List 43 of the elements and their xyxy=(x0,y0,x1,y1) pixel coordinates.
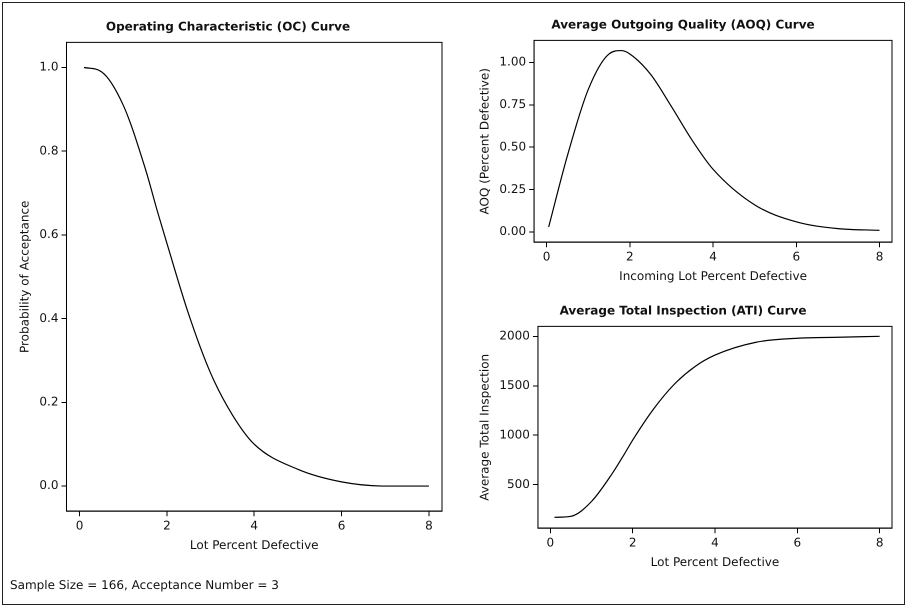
x-axis-title: Lot Percent Defective xyxy=(190,538,319,552)
chart-title: Operating Characteristic (OC) Curve xyxy=(106,19,350,34)
x-tick-label: 4 xyxy=(709,250,717,264)
y-tick-label: 500 xyxy=(507,476,530,491)
x-tick-label: 2 xyxy=(626,250,634,264)
y-tick-label: 0.8 xyxy=(39,143,58,158)
x-tick-label: 2 xyxy=(163,518,171,533)
y-tick-label: 0.4 xyxy=(39,310,58,325)
line-series xyxy=(554,336,880,518)
y-tick-label: 0.50 xyxy=(499,139,526,154)
y-tick-label: 0.2 xyxy=(39,394,58,408)
line-series xyxy=(83,66,430,487)
y-tick-label: 1500 xyxy=(499,378,530,392)
y-tick-label: 1.00 xyxy=(499,54,526,69)
x-tick-label: 8 xyxy=(876,250,884,264)
y-tick-label: 1.0 xyxy=(39,60,58,74)
y-tick-label: 0.00 xyxy=(499,224,526,238)
y-tick-label: 0.25 xyxy=(499,182,526,196)
x-tick-label: 2 xyxy=(628,536,636,550)
y-axis-title: AOQ (Percent Defective) xyxy=(477,68,492,214)
y-axis-title: Probability of Acceptance xyxy=(17,200,32,354)
x-tick-label: 8 xyxy=(425,518,433,533)
x-tick-label: 6 xyxy=(793,536,802,550)
y-tick-label: 0.0 xyxy=(39,478,58,492)
x-tick-label: 0 xyxy=(546,536,554,550)
x-axis-title: Incoming Lot Percent Defective xyxy=(619,268,807,283)
x-axis-title: Lot Percent Defective xyxy=(650,554,780,569)
line-series xyxy=(548,50,880,231)
x-tick-label: 4 xyxy=(711,536,719,550)
chart-title: Average Outgoing Quality (AOQ) Curve xyxy=(551,17,815,32)
y-tick-label: 1000 xyxy=(499,427,530,442)
y-tick-label: 0.75 xyxy=(499,96,526,111)
y-tick-label: 0.6 xyxy=(39,227,58,242)
chart-title: Average Total Inspection (ATI) Curve xyxy=(560,303,806,318)
x-tick-label: 0 xyxy=(542,250,550,264)
x-tick-label: 6 xyxy=(792,250,800,264)
text: Sample Size = 166, Acceptance Number = 3 xyxy=(10,578,279,592)
y-tick-label: 2000 xyxy=(499,328,530,342)
x-tick-label: 4 xyxy=(250,518,258,533)
x-tick-label: 8 xyxy=(876,536,884,550)
x-tick-label: 0 xyxy=(76,518,84,533)
x-tick-label: 6 xyxy=(338,518,346,533)
y-axis-title: Average Total Inspection xyxy=(477,354,492,501)
